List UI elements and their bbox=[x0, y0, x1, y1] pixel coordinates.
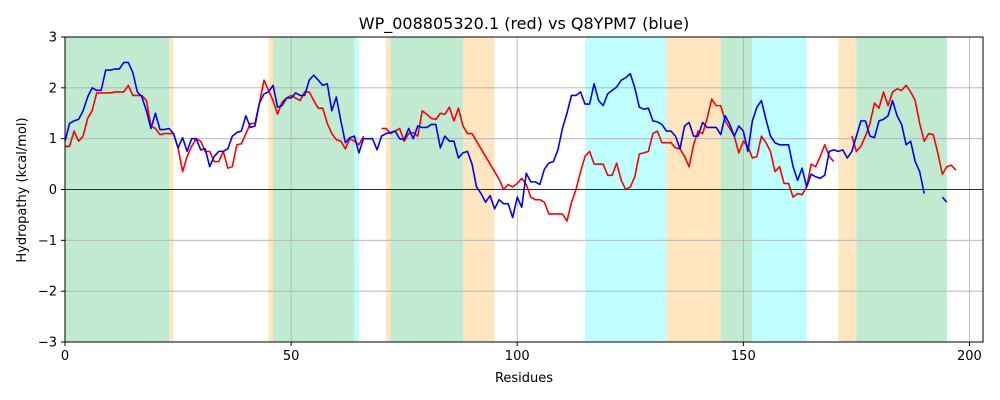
series-blue-segment-1 bbox=[941, 196, 948, 203]
series-red-segment-0 bbox=[65, 79, 365, 173]
x-tick-label-200: 200 bbox=[957, 349, 982, 364]
x-axis-label: Residues bbox=[495, 371, 553, 386]
series-red-segment-2 bbox=[851, 84, 957, 176]
x-axis-ticks: 0 50 100 150 200 bbox=[61, 342, 982, 364]
x-tick-label-50: 50 bbox=[283, 349, 300, 364]
y-tick-label--2: −2 bbox=[38, 285, 57, 300]
chart-title: WP_008805320.1 (red) vs Q8YPM7 (blue) bbox=[359, 14, 689, 34]
y-tick-label-0: 0 bbox=[49, 183, 57, 198]
y-axis-label: Hydropathy (kcal/mol) bbox=[15, 117, 30, 262]
x-tick-label-100: 100 bbox=[505, 349, 530, 364]
y-axis-ticks: −3 −2 −1 0 1 2 3 bbox=[38, 31, 65, 351]
x-tick-label-150: 150 bbox=[731, 349, 756, 364]
y-tick-label--1: −1 bbox=[38, 234, 57, 249]
x-tick-label-0: 0 bbox=[61, 349, 69, 364]
y-tick-label-3: 3 bbox=[49, 31, 57, 46]
y-tick-label-1: 1 bbox=[49, 132, 57, 147]
series-blue-segment-0 bbox=[64, 61, 925, 219]
series-red-segment-1 bbox=[381, 98, 835, 222]
series-lines bbox=[64, 61, 957, 222]
y-tick-label-2: 2 bbox=[49, 81, 57, 96]
y-tick-label--3: −3 bbox=[38, 336, 57, 351]
